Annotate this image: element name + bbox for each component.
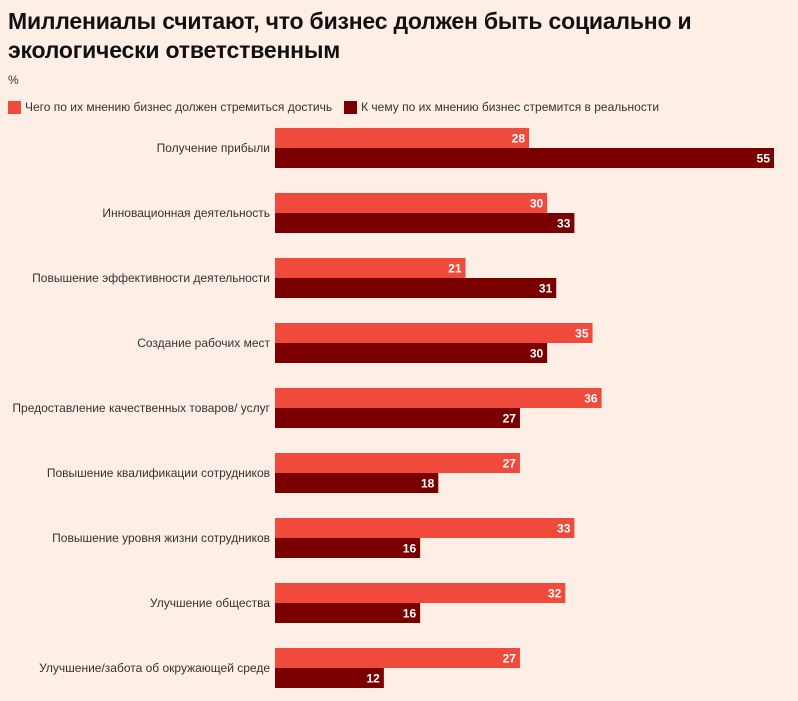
- category-label: Повышение квалификации сотрудников: [47, 466, 270, 480]
- data-label: 36: [584, 392, 598, 406]
- category-label: Улучшение общества: [150, 596, 270, 610]
- category-label: Улучшение/забота об окружающей среде: [39, 661, 270, 675]
- data-label: 16: [403, 607, 417, 621]
- bar-reality: [275, 148, 774, 168]
- category-label: Повышение эффективности деятельности: [32, 271, 270, 285]
- legend: Чего по их мнению бизнес должен стремить…: [8, 100, 659, 114]
- legend-label-reality: К чему по их мнению бизнес стремится в р…: [361, 100, 660, 114]
- category-label: Инновационная деятельность: [102, 206, 270, 220]
- bar-reality: [275, 213, 575, 233]
- category-label: Предоставление качественных товаров/ усл…: [12, 401, 270, 415]
- category-label: Повышение уровня жизни сотрудников: [52, 531, 270, 545]
- bar-target: [275, 323, 593, 343]
- bar-target: [275, 388, 602, 408]
- bar-target: [275, 583, 566, 603]
- legend-swatch-reality: [344, 100, 358, 114]
- bar-target: [275, 128, 530, 148]
- data-label: 32: [548, 587, 562, 601]
- data-label: 27: [503, 412, 517, 426]
- bar-reality: [275, 408, 520, 428]
- bar-reality: [275, 343, 548, 363]
- bar-reality: [275, 538, 421, 558]
- bar-reality: [275, 473, 439, 493]
- data-label: 28: [512, 132, 526, 146]
- bar-target: [275, 193, 548, 213]
- legend-item-target: Чего по их мнению бизнес должен стремить…: [8, 100, 332, 114]
- bar-reality: [275, 668, 384, 688]
- data-label: 30: [530, 197, 544, 211]
- category-label: Получение прибыли: [157, 141, 270, 155]
- data-label: 16: [403, 542, 417, 556]
- data-label: 30: [530, 347, 544, 361]
- data-label: 27: [503, 457, 517, 471]
- unit-label: %: [8, 73, 19, 87]
- data-label: 18: [421, 477, 435, 491]
- bar-target: [275, 453, 520, 473]
- data-label: 33: [557, 217, 571, 231]
- bar-target: [275, 518, 575, 538]
- bar-target: [275, 648, 520, 668]
- legend-swatch-target: [8, 100, 21, 114]
- data-label: 21: [448, 262, 462, 276]
- chart-title: Миллениалы считают, что бизнес должен бы…: [8, 8, 692, 63]
- legend-label-target: Чего по их мнению бизнес должен стремить…: [25, 100, 333, 114]
- bar-reality: [275, 603, 421, 623]
- data-label: 27: [503, 652, 517, 666]
- data-label: 12: [367, 672, 381, 686]
- bar-target: [275, 258, 466, 278]
- data-label: 31: [539, 282, 553, 296]
- category-label: Создание рабочих мест: [137, 336, 270, 350]
- data-label: 33: [557, 522, 571, 536]
- data-label: 55: [757, 152, 771, 166]
- bar-reality: [275, 278, 557, 298]
- legend-item-reality: К чему по их мнению бизнес стремится в р…: [344, 100, 659, 114]
- data-label: 35: [575, 327, 589, 341]
